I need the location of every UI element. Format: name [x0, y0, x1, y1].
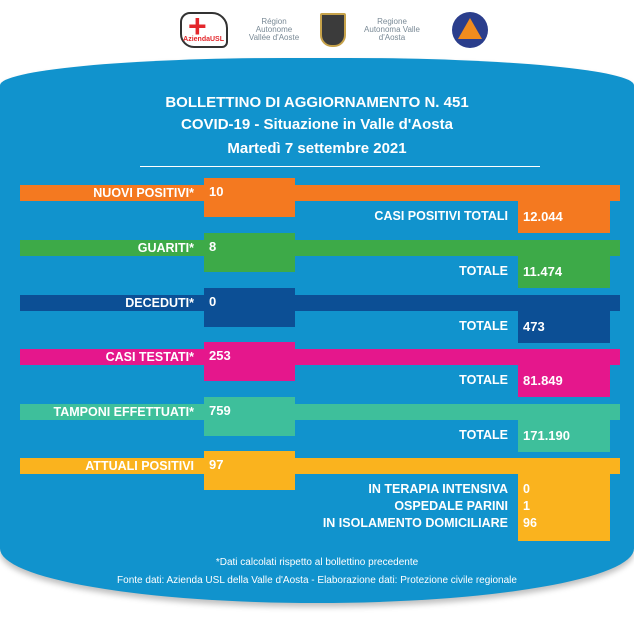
detail-value-isolamento: 96 — [523, 516, 537, 530]
divider — [140, 166, 540, 167]
region-crest-icon — [320, 13, 346, 47]
attuali-details-box — [518, 474, 610, 541]
detail-value-terapia: 0 — [523, 482, 530, 496]
tamponi-value: 759 — [204, 397, 295, 437]
usl-logo-text: AziendaUSL — [183, 36, 224, 43]
deceduti-label: DECEDUTI* — [125, 295, 194, 310]
source-note: Fonte dati: Azienda USL della Valle d'Ao… — [117, 575, 517, 586]
nuovi-positivi-bar — [20, 185, 620, 201]
tamponi-bar — [20, 404, 620, 421]
logo-bar: AziendaUSL Région Autonome Vallée d'Aost… — [180, 8, 488, 50]
detail-value-ospedale: 1 — [523, 499, 530, 513]
casi-testati-value: 253 — [204, 342, 295, 382]
detail-label-isolamento: IN ISOLAMENTO DOMICILIARE — [322, 516, 508, 530]
nuovi-positivi-total: 12.044 — [518, 200, 610, 233]
casi-testati-bar — [20, 349, 620, 366]
tamponi-total-label: TOTALE — [459, 428, 508, 443]
guariti-total: 11.474 — [518, 254, 610, 288]
deceduti-total: 473 — [518, 309, 610, 343]
guariti-label: GUARITI* — [137, 240, 194, 255]
attuali-value: 97 — [204, 451, 295, 490]
tamponi-total: 171.190 — [518, 419, 610, 453]
detail-label-ospedale: OSPEDALE PARINI — [394, 499, 508, 513]
footnote: *Dati calcolati rispetto al bollettino p… — [215, 557, 419, 568]
casi-testati-total: 81.849 — [518, 364, 610, 398]
deceduti-value: 0 — [204, 287, 295, 327]
civil-protection-logo-icon — [452, 12, 488, 48]
bulletin-title: BOLLETTINO DI AGGIORNAMENTO N. 451 — [165, 94, 469, 111]
usl-logo: AziendaUSL — [180, 8, 228, 48]
bulletin-subtitle: COVID-19 - Situazione in Valle d'Aosta — [181, 116, 453, 133]
guariti-total-label: TOTALE — [459, 263, 508, 278]
attuali-label: ATTUALI POSITIVI — [85, 459, 194, 473]
nuovi-positivi-total-label: CASI POSITIVI TOTALI — [374, 209, 508, 223]
deceduti-bar — [20, 294, 620, 311]
deceduti-total-label: TOTALE — [459, 318, 508, 333]
casi-testati-label: CASI TESTATI* — [105, 350, 194, 365]
tamponi-label: TAMPONI EFFETTUATI* — [53, 405, 195, 420]
nuovi-positivi-label: NUOVI POSITIVI* — [93, 186, 194, 200]
region-logo-it: Regione Autonoma Valle d'Aosta — [364, 17, 420, 42]
attuali-bar — [20, 458, 620, 474]
guariti-value: 8 — [204, 232, 295, 272]
casi-testati-total-label: TOTALE — [459, 373, 508, 388]
guariti-bar — [20, 239, 620, 256]
bulletin-date: Martedì 7 settembre 2021 — [227, 140, 407, 157]
nuovi-positivi-value: 10 — [204, 178, 295, 217]
region-logo-fr: Région Autonome Vallée d'Aoste — [248, 17, 300, 42]
detail-label-terapia: IN TERAPIA INTENSIVA — [368, 482, 508, 496]
